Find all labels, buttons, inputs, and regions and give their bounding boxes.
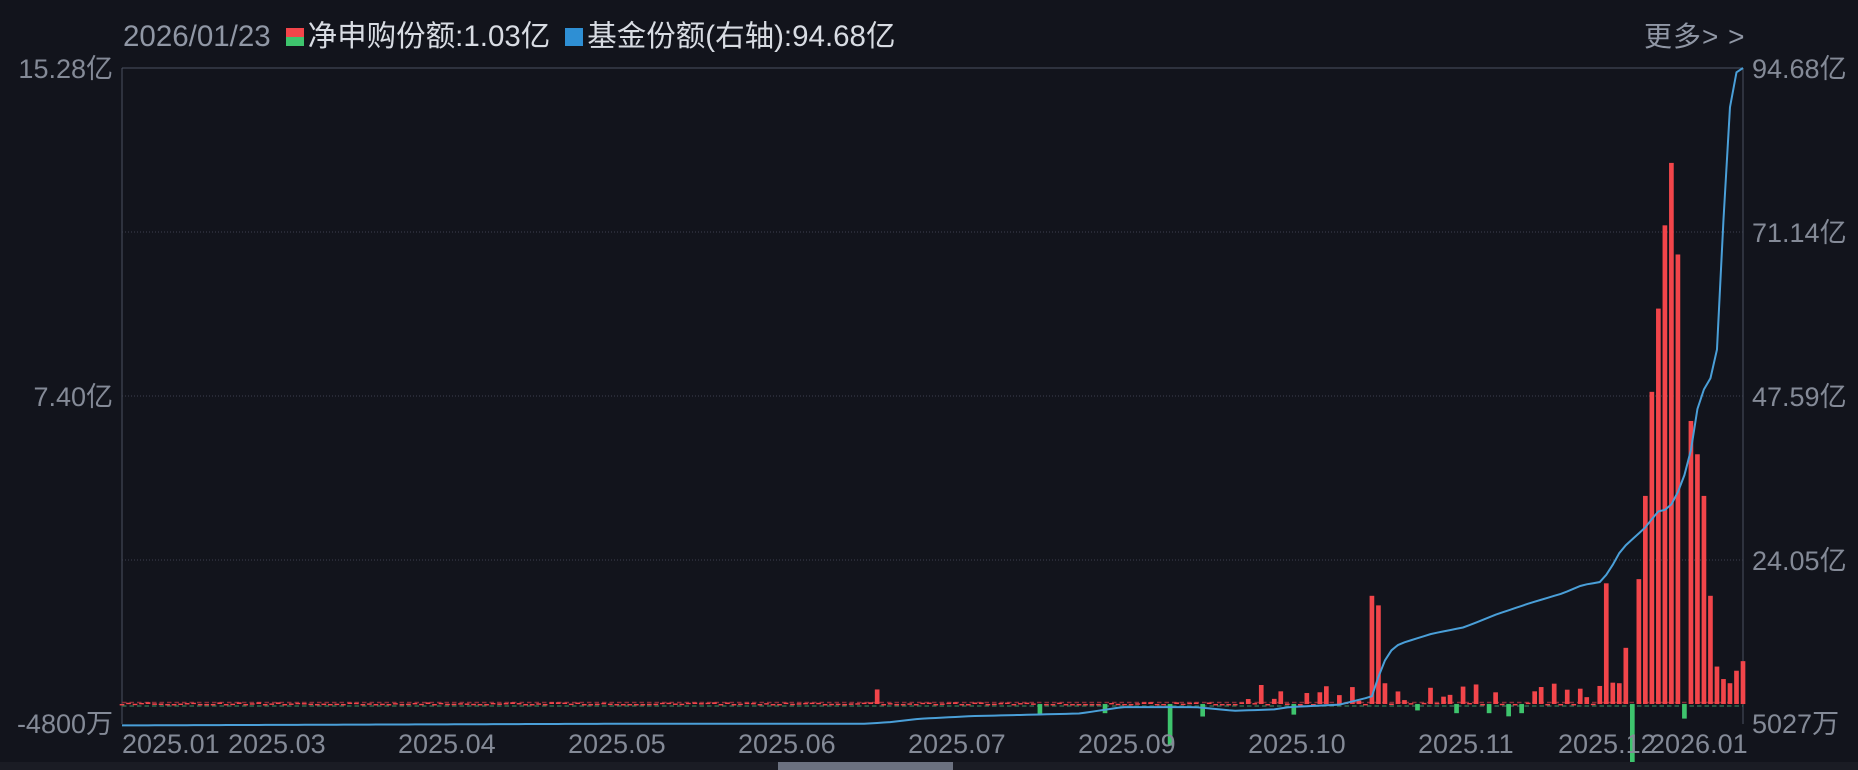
svg-text:15.28亿: 15.28亿 (18, 54, 113, 84)
svg-text:2025.07: 2025.07 (908, 729, 1006, 759)
svg-text:2026.01: 2026.01 (1650, 729, 1748, 759)
svg-text:7.40亿: 7.40亿 (33, 382, 113, 412)
svg-text:71.14亿: 71.14亿 (1752, 218, 1847, 248)
svg-text:2025.11: 2025.11 (1418, 729, 1514, 759)
svg-text:47.59亿: 47.59亿 (1752, 382, 1847, 412)
svg-text:2025.01: 2025.01 (122, 729, 220, 759)
svg-text:2025.04: 2025.04 (398, 729, 496, 759)
svg-text:2025.05: 2025.05 (568, 729, 666, 759)
svg-text:2025.06: 2025.06 (738, 729, 836, 759)
svg-text:5027万: 5027万 (1752, 709, 1839, 739)
svg-text:24.05亿: 24.05亿 (1752, 546, 1847, 576)
svg-text:2025.09: 2025.09 (1078, 729, 1176, 759)
svg-text:2025.12: 2025.12 (1558, 729, 1656, 759)
svg-text:2025.10: 2025.10 (1248, 729, 1346, 759)
svg-text:94.68亿: 94.68亿 (1752, 54, 1847, 84)
svg-text:2025.03: 2025.03 (228, 729, 326, 759)
svg-text:-4800万: -4800万 (17, 709, 113, 739)
